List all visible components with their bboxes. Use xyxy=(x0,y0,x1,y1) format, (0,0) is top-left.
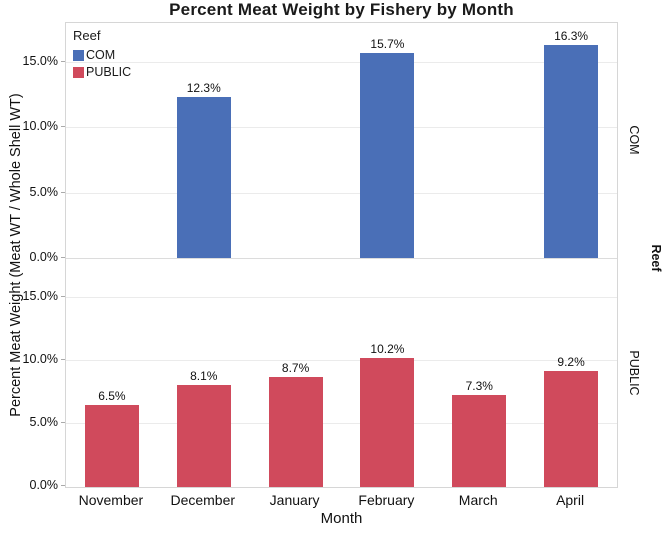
legend-swatch-com xyxy=(73,49,84,61)
y-tick-label: 10.0% xyxy=(22,119,58,134)
y-tick-label: 10.0% xyxy=(22,351,58,366)
plot-area: 12.3% 15.7% 16.3% 6.5% 8.1% 8.7% 10.2% 7.3% 9.2… xyxy=(65,22,618,488)
bar-public-april xyxy=(544,370,599,487)
y-tick-label: 5.0% xyxy=(29,184,59,199)
y-tick-mark xyxy=(61,358,65,360)
legend-swatch-public xyxy=(73,66,84,78)
bar-public-january xyxy=(268,377,323,487)
legend-label-com: COM xyxy=(86,48,116,62)
x-tick-label-april: April xyxy=(556,492,585,508)
x-tick-label-february: February xyxy=(358,492,415,508)
bar-value-label: 12.3% xyxy=(186,81,221,96)
y-tick-label: 0.0% xyxy=(29,478,59,492)
y-tick-mark xyxy=(61,257,65,258)
y-tick-mark xyxy=(61,421,65,423)
gridline xyxy=(66,422,617,424)
legend-item-com: COM xyxy=(73,48,131,62)
legend: Reef COM PUBLIC xyxy=(73,28,131,82)
facet-panel-label-public: PUBLIC xyxy=(627,350,641,396)
gridline xyxy=(66,359,617,361)
y-tick-mark xyxy=(61,295,65,297)
y-tick-label: 15.0% xyxy=(22,54,58,69)
panel-com: 12.3% 15.7% 16.3% xyxy=(66,23,617,259)
facet-panel-label-com: COM xyxy=(627,125,641,155)
legend-title: Reef xyxy=(73,28,101,43)
bar-value-label: 6.5% xyxy=(98,389,126,404)
bar-value-label: 8.7% xyxy=(281,361,310,376)
y-tick-label: 5.0% xyxy=(29,414,59,429)
bar-value-label: 16.3% xyxy=(554,29,589,44)
bar-value-label: 10.2% xyxy=(370,342,405,357)
y-tick-label: 15.0% xyxy=(22,288,58,303)
legend-item-public: PUBLIC xyxy=(73,65,131,79)
legend-label-public: PUBLIC xyxy=(86,65,132,79)
bar-public-november xyxy=(84,405,139,487)
bar-value-label: 9.2% xyxy=(557,354,585,369)
x-tick-label-december: December xyxy=(170,492,236,508)
gridline xyxy=(66,127,617,129)
bar-public-february xyxy=(360,358,415,487)
bar-value-label: 15.7% xyxy=(370,37,405,52)
y-tick-mark xyxy=(61,485,65,486)
y-tick-mark xyxy=(61,191,65,193)
y-tick-mark xyxy=(61,61,65,63)
bar-com-february xyxy=(360,53,415,258)
chart-title: Percent Meat Weight by Fishery by Month xyxy=(169,0,514,19)
y-tick-label: 0.0% xyxy=(29,250,59,264)
x-tick-label-january: January xyxy=(269,492,320,508)
gridline xyxy=(66,192,617,194)
x-tick-label-march: March xyxy=(458,492,498,508)
gridline xyxy=(66,62,617,64)
y-tick-mark xyxy=(61,126,65,128)
bar-value-label: 7.3% xyxy=(465,378,493,393)
bar-com-december xyxy=(176,97,231,258)
bar-public-march xyxy=(452,394,507,487)
x-tick-label-november: November xyxy=(78,492,144,508)
bar-public-december xyxy=(176,384,231,487)
bar-value-label: 8.1% xyxy=(190,368,218,383)
gridline xyxy=(66,296,617,298)
bar-com-april xyxy=(544,45,599,258)
panel-public: 6.5% 8.1% 8.7% 10.2% 7.3% 9.2% xyxy=(66,259,617,487)
x-axis-title: Month xyxy=(320,510,363,527)
facet-variable-label: Reef xyxy=(649,244,663,272)
